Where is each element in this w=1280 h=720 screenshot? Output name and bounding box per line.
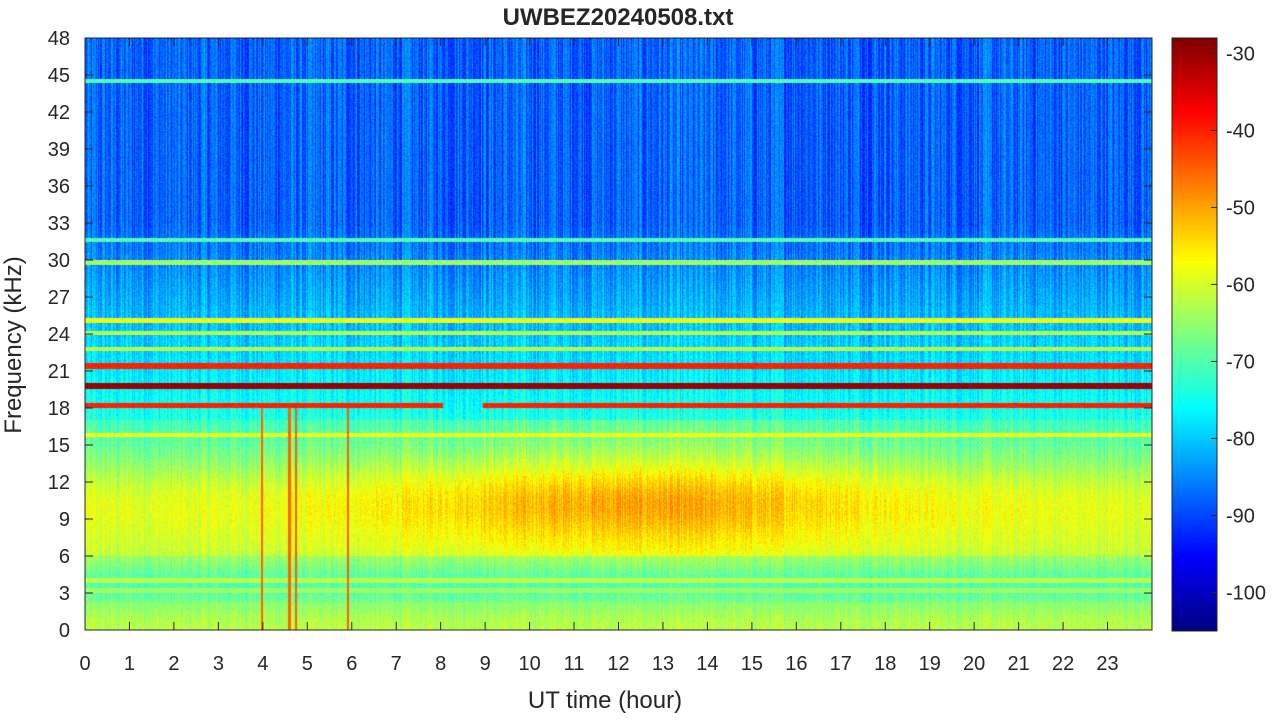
x-axis: 0 1 2 3 4 5 6 7 8 9 10 11 12 13 14 15 16 17 18 19 20 21 22 23 (79, 38, 1119, 675)
colorbar-gradient (1172, 38, 1217, 631)
y-tick-label: 3 (59, 583, 70, 605)
y-tick-label: 12 (48, 472, 70, 494)
y-tick-label: 6 (59, 546, 70, 568)
x-tick-label: 6 (346, 653, 357, 675)
y-tick-label: 27 (48, 287, 70, 309)
y-tick-label: 24 (48, 324, 70, 346)
x-tick-label: 19 (919, 653, 941, 675)
x-axis-label: UT time (hour) (528, 687, 682, 714)
colorbar-tick-label: -100 (1226, 582, 1266, 604)
colorbar-tick-label: -30 (1226, 43, 1255, 65)
x-tick-label: 10 (518, 653, 540, 675)
x-tick-label: 11 (564, 653, 585, 675)
y-tick-label: 45 (48, 65, 70, 87)
y-tick-label: 21 (48, 361, 70, 383)
y-tick-label: 39 (48, 139, 70, 161)
colorbar-axis: -30 -40 -50 -60 -70 -80 -90 -100 (1211, 43, 1266, 604)
x-tick-label: 1 (124, 653, 135, 675)
colorbar-image-holder (1172, 38, 1217, 631)
y-tick-label: 30 (48, 250, 70, 272)
y-tick-label: 9 (59, 509, 70, 531)
colorbar-tick-label: -40 (1226, 120, 1255, 142)
colorbar-tick-label: -60 (1226, 274, 1255, 296)
spectrogram-image-holder (85, 38, 1152, 630)
x-tick-label: 17 (830, 653, 852, 675)
colorbar-tick-label: -80 (1226, 428, 1255, 450)
x-tick-label: 15 (741, 653, 763, 675)
y-tick-label: 18 (48, 398, 70, 420)
colorbar-frame (1171, 37, 1218, 632)
x-tick-label: 3 (213, 653, 224, 675)
y-tick-label: 0 (59, 620, 70, 642)
x-tick-label: 18 (874, 653, 896, 675)
x-tick-label: 16 (785, 653, 807, 675)
x-tick-label: 14 (696, 653, 718, 675)
x-tick-label: 22 (1052, 653, 1074, 675)
x-tick-label: 23 (1096, 653, 1118, 675)
colorbar-tick-label: -70 (1226, 351, 1255, 373)
colorbar-tick-label: -90 (1226, 505, 1255, 527)
spectrogram-heatmap (85, 38, 1152, 630)
x-tick-label: 0 (79, 653, 90, 675)
x-tick-label: 8 (435, 653, 446, 675)
y-tick-label: 15 (48, 435, 70, 457)
x-tick-label: 20 (963, 653, 985, 675)
colorbar-tick-label: -50 (1226, 197, 1255, 219)
y-tick-label: 36 (48, 176, 70, 198)
y-tick-label: 48 (48, 28, 70, 50)
x-tick-label: 2 (168, 653, 179, 675)
x-tick-label: 9 (480, 653, 491, 675)
y-tick-label: 33 (48, 213, 70, 235)
x-tick-label: 13 (652, 653, 674, 675)
x-tick-label: 12 (607, 653, 629, 675)
x-tick-label: 5 (302, 653, 313, 675)
y-axis-label: Frequency (kHz) (0, 256, 27, 433)
chart-title: UWBEZ20240508.txt (503, 4, 734, 31)
x-tick-label: 7 (391, 653, 402, 675)
y-tick-label: 42 (48, 102, 70, 124)
x-tick-label: 4 (257, 653, 268, 675)
x-tick-label: 21 (1008, 653, 1030, 675)
